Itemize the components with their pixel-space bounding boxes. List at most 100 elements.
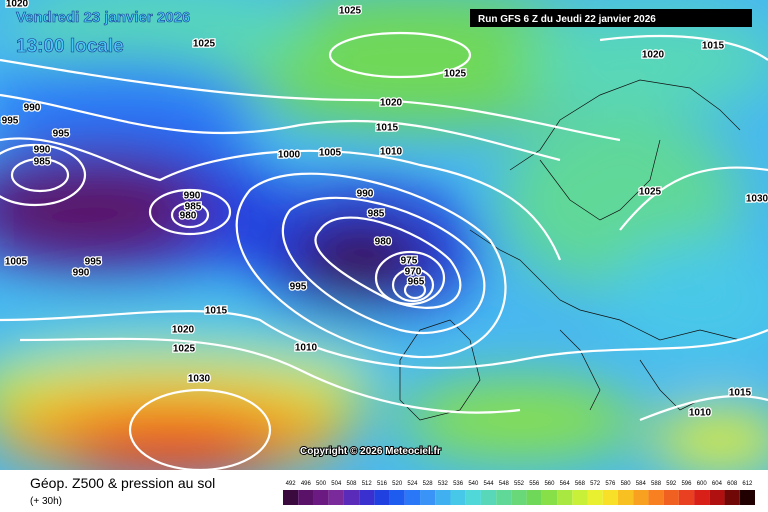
legend-lead: (+ 30h) [30,496,62,507]
date: Vendredi 23 janvier 2026 [16,9,190,26]
scale-swatch [557,490,573,505]
scale-label: 492 [286,481,297,487]
scale-label: 612 [742,481,753,487]
scale-swatch [450,490,466,505]
isobar-label: 1020 [6,0,29,10]
isobar-label: 1015 [376,123,399,134]
isobar-label: 1005 [5,257,28,268]
scale-label: 604 [712,481,723,487]
time: 13:00 locale [16,36,124,57]
scale-swatch [541,490,558,505]
scale-label: 544 [484,481,495,487]
scale-swatch [435,490,451,505]
scale-label: 592 [666,481,677,487]
scale-swatch [694,490,710,505]
isobar-label: 990 [34,145,51,156]
isobar-label: 1010 [689,408,712,419]
scale-swatch [511,490,527,505]
scale-swatch [328,490,344,505]
scale-label: 556 [529,481,540,487]
isobar-label: 1025 [193,39,216,50]
scale-label: 528 [423,481,434,487]
scale-label: 500 [316,481,327,487]
isobar-label: 995 [2,116,19,127]
isobar-label: 990 [24,103,41,114]
isobar-label: 1015 [702,41,725,52]
scale-label: 588 [651,481,662,487]
color-scale: 492 496 500 504 508 512 516 520 524 528 532 536 540 5… [283,481,755,505]
isobar-label: 1005 [319,148,342,159]
scale-swatch [526,490,542,505]
scale-swatch [404,490,421,505]
legend-title: Géop. Z500 & pression au sol [30,475,215,491]
isobar-label: 975 [401,256,418,267]
scale-swatch [359,490,375,505]
scale-label: 576 [605,481,616,487]
isobar-labels: 1020 1025 1025 1025 1020 1015 1020 1015 … [0,0,768,420]
scale-swatch [678,490,695,505]
scale-swatch [709,490,725,505]
scale-swatch [496,490,512,505]
scale-label: 608 [727,481,738,487]
scale-swatch [572,490,588,505]
scale-swatch [724,490,740,505]
scale-label: 584 [636,481,647,487]
scale-swatch [648,490,664,505]
field [0,0,768,480]
scale-label: 508 [347,481,358,487]
isobar-label: 970 [405,267,422,278]
isobar-label: 1025 [444,69,467,80]
scale-swatch [420,490,436,505]
scale-label: 580 [621,481,632,487]
scale-label: 596 [681,481,692,487]
scale-label: 568 [575,481,586,487]
isobar-label: 985 [368,209,385,220]
scale-label: 536 [453,481,464,487]
scale-label: 532 [438,481,449,487]
isobar-lines [0,31,768,472]
scale-label: 512 [362,481,373,487]
isobar-label: 1000 [278,150,301,161]
isobar-label: 995 [290,282,307,293]
isobar-label: 995 [53,129,70,140]
isobar-label: 985 [34,157,51,168]
scale-label: 496 [301,481,312,487]
isobar-label: 1025 [339,6,362,17]
scale-swatch [374,490,390,505]
scale-label: 560 [544,481,555,487]
isobar-label: 1020 [642,50,665,61]
scale-label: 516 [377,481,388,487]
scale-swatch [480,490,497,505]
scale-label: 504 [331,481,342,487]
isobar-label: 1025 [639,187,662,198]
scale-label: 600 [697,481,708,487]
scale-label: 572 [590,481,601,487]
scale-label: 564 [560,481,571,487]
scale-swatch [298,490,314,505]
isobar-label: 1020 [172,325,195,336]
run-box [470,9,752,27]
scale-swatch [283,490,299,505]
coastlines [399,79,741,421]
isobar-label: 1010 [295,343,318,354]
isobar-label: 1030 [746,194,768,205]
isobar-label: 990 [357,189,374,200]
scale-swatch [343,490,360,505]
copyright: Copyright © 2026 Meteociel.fr [300,446,441,457]
isobar-label: 1025 [173,344,196,355]
isobar-label: 980 [375,237,392,248]
scale-swatch [663,490,679,505]
scale-label: 524 [407,481,418,487]
scale-swatch [739,490,755,505]
isobar-label: 1015 [729,388,752,399]
scale-label: 552 [514,481,525,487]
scale-swatch [602,490,618,505]
scale-label: 520 [392,481,403,487]
isobar-label: 990 [184,191,201,202]
isobar-label: 1020 [380,98,403,109]
scale-swatch [633,490,649,505]
scale-swatch [617,490,634,505]
isobar-label: 965 [408,277,425,288]
isobar-label: 990 [73,268,90,279]
